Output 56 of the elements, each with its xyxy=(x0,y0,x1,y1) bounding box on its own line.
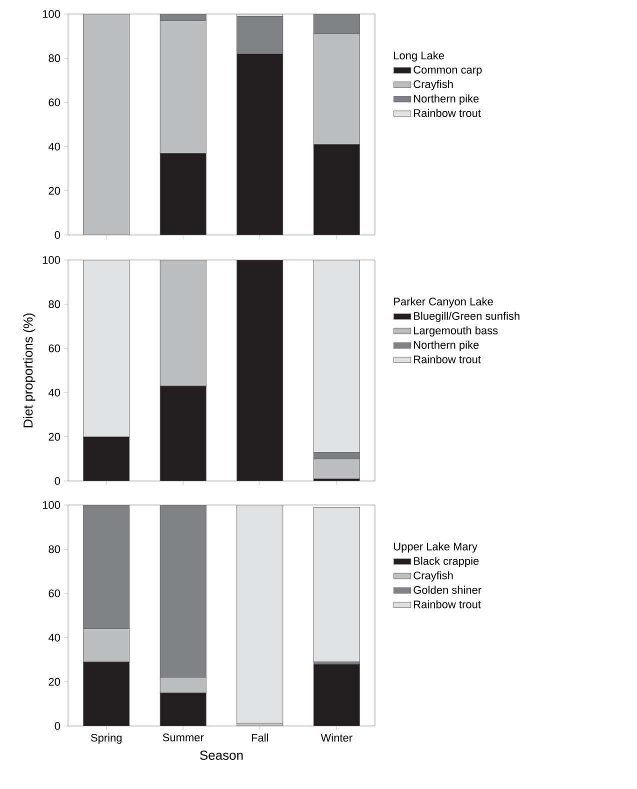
y-tick-label: 100 xyxy=(42,10,60,18)
y-tick-label: 100 xyxy=(42,501,60,509)
y-tick-label: 40 xyxy=(48,142,60,150)
legend-label: Black crappie xyxy=(414,556,479,568)
y-axis-title: Diet proportions (%) xyxy=(23,314,36,428)
legend-label: Northern pike xyxy=(414,94,479,105)
y-tick-label: 40 xyxy=(48,388,60,396)
y-tick-label: 100 xyxy=(42,256,60,264)
bar xyxy=(160,386,206,481)
legend-label: Crayfish xyxy=(414,571,453,582)
y-tick-label: 80 xyxy=(48,300,60,308)
y-tick-label: 20 xyxy=(48,432,60,441)
y-tick-label: 0 xyxy=(54,722,60,730)
bar xyxy=(313,260,360,453)
x-axis-title: Season xyxy=(200,750,243,760)
y-tick-label: 80 xyxy=(48,54,60,62)
bar xyxy=(313,458,360,480)
legend-label: Common carp xyxy=(414,66,482,76)
legend-title: Long Lake xyxy=(394,51,444,62)
bar xyxy=(313,34,360,145)
bar xyxy=(313,664,360,726)
x-tick-label: Spring xyxy=(90,734,122,744)
legend-label: Rainbow trout xyxy=(414,600,481,608)
y-tick-label: 60 xyxy=(48,590,60,598)
bar xyxy=(160,677,206,694)
y-tick-label: 60 xyxy=(48,344,60,352)
y-tick-label: 0 xyxy=(54,477,60,485)
y-tick-label: 80 xyxy=(48,545,60,554)
legend-label: Crayfish xyxy=(414,80,453,90)
bar xyxy=(160,20,206,154)
x-tick-label: Winter xyxy=(320,734,352,742)
legend-label: Northern pike xyxy=(414,340,479,351)
legend-label: Largemouth bass xyxy=(414,326,498,337)
y-tick-label: 20 xyxy=(48,678,60,686)
legend-title: Upper Lake Mary xyxy=(394,542,478,553)
bar xyxy=(83,260,130,438)
bar xyxy=(83,436,130,481)
bar xyxy=(160,692,206,726)
bar xyxy=(83,14,130,235)
legend-title: Parker Canyon Lake xyxy=(394,297,493,308)
y-tick-label: 60 xyxy=(48,98,60,106)
bar xyxy=(83,628,130,662)
legend-label: Rainbow trout xyxy=(414,355,481,364)
legend-label: Rainbow trout xyxy=(414,108,481,118)
bar xyxy=(83,662,130,726)
bar xyxy=(83,504,130,630)
x-tick-label: Summer xyxy=(162,734,204,742)
legend-label: Golden shiner xyxy=(414,586,482,594)
bar xyxy=(236,260,284,481)
y-tick-label: 0 xyxy=(54,231,60,239)
legend-label: Bluegill/Green sunfish xyxy=(414,312,520,322)
bar xyxy=(160,504,206,678)
y-tick-label: 40 xyxy=(48,634,60,642)
x-tick-label: Fall xyxy=(252,734,268,742)
bar xyxy=(160,260,206,386)
y-tick-label: 20 xyxy=(48,186,60,195)
